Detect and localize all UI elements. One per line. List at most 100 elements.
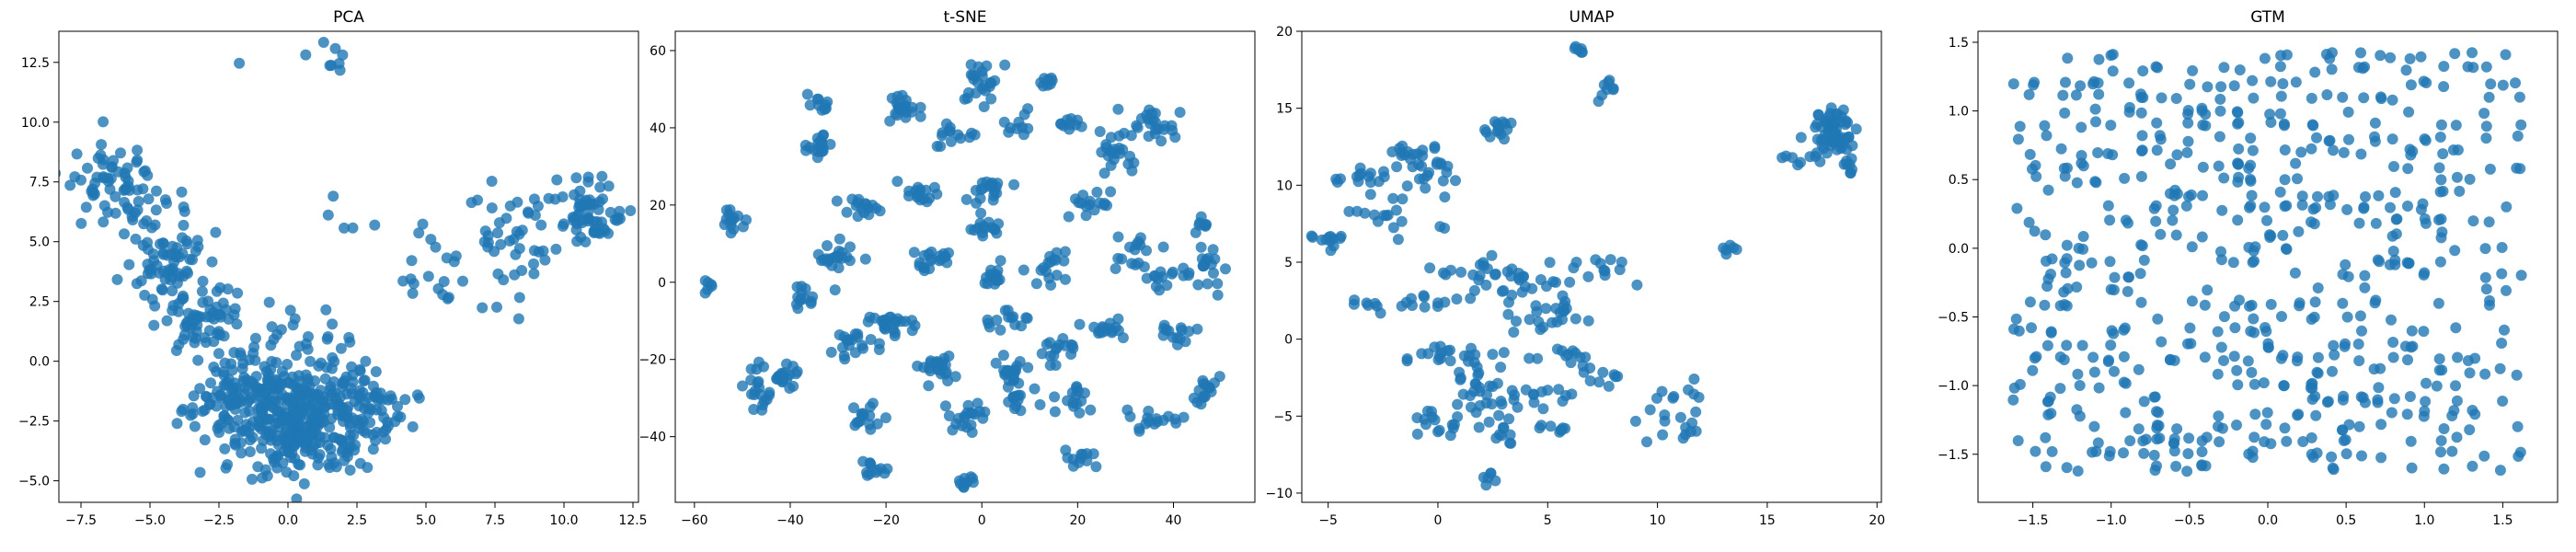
data-point (2187, 64, 2199, 76)
data-point (1016, 320, 1028, 332)
x-tick-label: −1.0 (2096, 513, 2127, 528)
x-tick-label: 0.0 (278, 513, 298, 528)
data-point (2479, 271, 2491, 283)
y-tick-label: 40 (650, 121, 666, 136)
data-point (2438, 81, 2450, 93)
data-point (865, 423, 877, 435)
data-point (149, 219, 161, 231)
data-point (1545, 420, 1557, 432)
data-point (820, 102, 832, 114)
data-point (1198, 378, 1210, 389)
data-point (918, 362, 929, 374)
data-point (1540, 303, 1552, 315)
data-point (528, 268, 540, 280)
data-point (161, 315, 173, 327)
data-point (2214, 131, 2225, 143)
data-point (2279, 144, 2291, 155)
data-point (2181, 466, 2193, 477)
data-point (2088, 75, 2100, 87)
data-point (1169, 132, 1181, 144)
data-point (2087, 351, 2099, 363)
data-point (2182, 117, 2194, 129)
data-point (2464, 173, 2476, 185)
data-point (1569, 42, 1581, 54)
data-point (1039, 73, 1050, 85)
data-point (2245, 132, 2257, 144)
data-point (282, 392, 293, 404)
data-point (533, 246, 545, 258)
data-point (1508, 327, 1520, 338)
data-point (82, 162, 93, 174)
data-point (2076, 339, 2088, 351)
data-point (2183, 190, 2194, 202)
data-point (2274, 61, 2286, 73)
data-point (2500, 49, 2512, 61)
data-point (2044, 391, 2056, 403)
data-point (178, 205, 190, 217)
data-point (1091, 186, 1103, 198)
data-point (799, 139, 811, 151)
data-point (148, 319, 160, 331)
data-point (1105, 186, 1117, 198)
data-point (219, 443, 231, 454)
data-point (2102, 200, 2114, 212)
data-point (2214, 93, 2226, 105)
data-point (764, 386, 776, 398)
data-point (1049, 391, 1061, 403)
data-point (1417, 150, 1429, 162)
data-point (1077, 190, 1089, 201)
y-tick-label: 0.0 (29, 355, 50, 370)
data-point (2478, 108, 2490, 120)
data-point (2296, 199, 2308, 211)
data-point (862, 316, 874, 328)
data-point (176, 406, 188, 418)
data-point (328, 190, 339, 202)
data-point (413, 392, 425, 404)
data-point (1450, 175, 1461, 187)
data-point (852, 331, 864, 343)
data-point (791, 365, 803, 377)
data-point (1075, 395, 1087, 407)
data-point (2328, 144, 2339, 156)
data-point (2259, 201, 2271, 213)
data-point (2185, 338, 2197, 350)
data-point (1150, 123, 1162, 135)
data-point (991, 188, 1003, 199)
data-point (1163, 410, 1174, 422)
data-point (1008, 368, 1020, 380)
data-point (985, 77, 997, 89)
data-point (604, 206, 616, 218)
data-point (2171, 149, 2183, 161)
data-point (1690, 406, 1702, 418)
data-point (2419, 405, 2431, 417)
data-point (413, 227, 425, 239)
data-point (1208, 267, 1219, 279)
x-tick-label: 20 (1869, 513, 1885, 528)
data-point (232, 287, 244, 299)
data-point (2306, 394, 2318, 405)
data-point (2026, 322, 2037, 334)
data-point (1424, 262, 1436, 274)
data-point (985, 93, 997, 105)
data-point (2076, 150, 2087, 161)
data-point (279, 410, 291, 422)
data-point (1363, 299, 1374, 311)
data-point (2197, 161, 2209, 173)
data-point (2289, 267, 2301, 279)
data-point (1683, 384, 1695, 396)
data-point (1481, 389, 1492, 401)
data-point (1451, 293, 1463, 305)
data-point (2182, 135, 2194, 147)
data-point (1429, 414, 1441, 426)
data-point (2415, 203, 2427, 215)
x-tick-label: −20 (872, 513, 900, 528)
data-point (2295, 146, 2307, 158)
data-point (1420, 182, 1432, 194)
data-point (1580, 351, 1592, 363)
data-point (1603, 380, 1615, 392)
data-point (482, 236, 494, 248)
data-point (2375, 50, 2386, 62)
data-point (305, 420, 317, 432)
data-point (908, 247, 920, 259)
data-point (574, 185, 586, 197)
